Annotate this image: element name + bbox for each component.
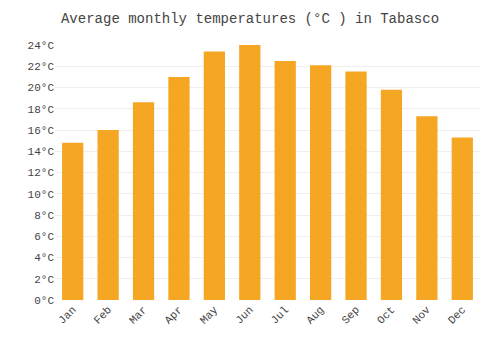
- svg-text:Nov: Nov: [410, 304, 433, 327]
- svg-text:20°C: 20°C: [28, 82, 55, 94]
- svg-text:Average monthly temperatures (: Average monthly temperatures (°C ) in Ta…: [61, 11, 439, 27]
- svg-text:6°C: 6°C: [34, 231, 54, 243]
- svg-text:24°C: 24°C: [28, 40, 55, 52]
- svg-text:14°C: 14°C: [28, 146, 55, 158]
- svg-text:8°C: 8°C: [34, 210, 54, 222]
- svg-text:2°C: 2°C: [34, 274, 54, 286]
- svg-text:Jul: Jul: [269, 304, 291, 326]
- svg-text:0°C: 0°C: [34, 295, 54, 307]
- svg-text:12°C: 12°C: [28, 167, 55, 179]
- svg-text:May: May: [198, 304, 221, 327]
- svg-text:Feb: Feb: [92, 304, 114, 326]
- svg-text:Sep: Sep: [340, 304, 362, 326]
- svg-text:Mar: Mar: [127, 304, 149, 326]
- svg-text:22°C: 22°C: [28, 61, 55, 73]
- svg-text:Apr: Apr: [162, 304, 184, 326]
- svg-text:10°C: 10°C: [28, 189, 55, 201]
- svg-text:Oct: Oct: [375, 304, 397, 326]
- svg-text:Aug: Aug: [304, 304, 326, 326]
- svg-text:Jun: Jun: [233, 304, 255, 326]
- svg-text:4°C: 4°C: [34, 252, 54, 264]
- svg-text:16°C: 16°C: [28, 125, 55, 137]
- svg-text:Dec: Dec: [446, 304, 468, 326]
- svg-text:18°C: 18°C: [28, 104, 55, 116]
- svg-text:Jan: Jan: [56, 304, 78, 326]
